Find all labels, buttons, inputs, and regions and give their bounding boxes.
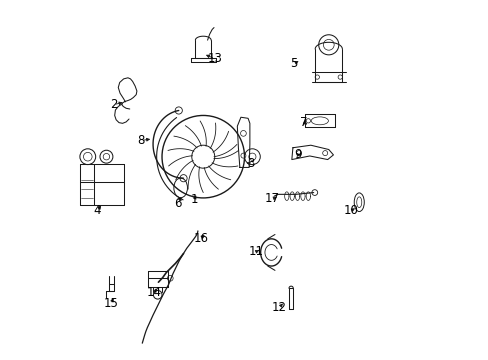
Text: 1: 1: [190, 193, 198, 206]
Text: 12: 12: [272, 301, 286, 314]
Text: 5: 5: [290, 57, 297, 70]
Text: 9: 9: [293, 148, 301, 161]
Text: 11: 11: [248, 245, 263, 258]
Text: 10: 10: [343, 204, 358, 217]
Text: 6: 6: [174, 197, 182, 210]
Text: 3: 3: [247, 157, 254, 170]
Text: 8: 8: [137, 134, 144, 147]
Text: 2: 2: [110, 98, 117, 111]
Text: 7: 7: [299, 116, 307, 129]
Text: 14: 14: [146, 287, 162, 300]
Text: 4: 4: [94, 204, 101, 217]
Text: 15: 15: [103, 297, 118, 310]
Text: 16: 16: [193, 231, 208, 244]
Text: 13: 13: [207, 52, 222, 65]
Text: 17: 17: [264, 192, 280, 205]
